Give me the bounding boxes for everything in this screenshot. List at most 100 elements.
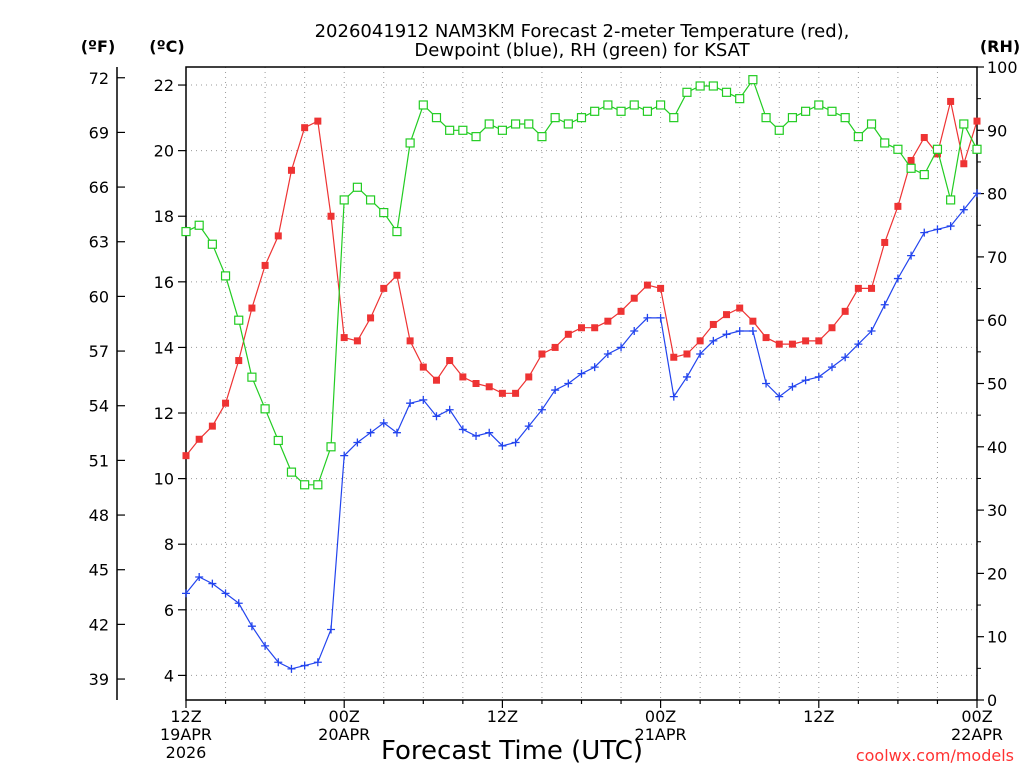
dewpoint-point xyxy=(221,589,230,598)
celsius-tick-label: 6 xyxy=(164,601,174,620)
dewpoint-point xyxy=(643,313,652,322)
plot-frame xyxy=(185,66,978,701)
rh-point xyxy=(827,106,837,116)
rh-point xyxy=(484,119,494,129)
rh-point xyxy=(260,404,270,414)
temperature-point xyxy=(643,281,651,289)
rh-tick-label: 90 xyxy=(987,121,1007,140)
dewpoint-point xyxy=(682,372,691,381)
rh-point xyxy=(774,125,784,135)
rh-point xyxy=(669,113,679,123)
dewpoint-point xyxy=(485,428,494,437)
x-axis-label: Forecast Time (UTC) xyxy=(381,736,643,766)
rh-point xyxy=(748,75,758,85)
dewpoint-point xyxy=(973,189,981,198)
x-tick-label: 21APR xyxy=(635,725,687,744)
temperature-point xyxy=(920,134,928,142)
credit-label: coolwx.com/models xyxy=(856,746,1014,765)
rh-point xyxy=(616,106,626,116)
rh-point xyxy=(445,125,455,135)
x-tick-label: 20APR xyxy=(318,725,370,744)
rh-point xyxy=(655,100,666,110)
temperature-point xyxy=(195,435,203,443)
rh-point xyxy=(431,113,442,123)
rh-point xyxy=(563,119,573,129)
fahrenheit-tick-label: 60 xyxy=(89,287,109,306)
dewpoint-point xyxy=(959,205,968,214)
rh-point xyxy=(603,100,613,110)
x-tick-label: 00Z xyxy=(645,707,676,726)
dewpoint-point xyxy=(524,422,533,431)
temperature-point xyxy=(274,232,282,240)
temperature-point xyxy=(525,373,533,381)
temperature-point xyxy=(907,156,915,164)
temperature-point xyxy=(327,212,335,220)
rh-tick-label: 10 xyxy=(987,628,1007,647)
dewpoint-point xyxy=(722,330,731,339)
dewpoint-point xyxy=(261,641,270,650)
dewpoint-point xyxy=(247,622,256,631)
rh-point xyxy=(866,119,877,129)
rh-point xyxy=(181,226,191,237)
temperature-point xyxy=(617,307,625,315)
dewpoint-point xyxy=(472,431,481,440)
rh-tick-label: 70 xyxy=(987,248,1007,267)
dewpoint-point xyxy=(920,228,929,237)
temperature-point xyxy=(261,261,269,269)
series-group xyxy=(182,189,981,673)
celsius-tick-label: 16 xyxy=(154,273,174,292)
rh-point xyxy=(273,435,283,446)
temperature-point xyxy=(630,294,638,302)
dewpoint-point xyxy=(748,327,757,336)
temperature-point xyxy=(736,304,744,312)
temperature-point xyxy=(248,304,256,312)
rh-point xyxy=(471,132,481,142)
temperature-point xyxy=(472,380,480,387)
rh-point xyxy=(787,113,798,123)
chart-title-line-2: Dewpoint (blue), RH (green) for KSAT xyxy=(414,40,750,61)
rh-point xyxy=(932,144,943,154)
rh-point xyxy=(339,195,349,205)
celsius-unit-label: (ºC) xyxy=(149,37,184,56)
rh-point xyxy=(972,144,982,154)
dewpoint-point xyxy=(313,658,322,667)
dewpoint-point xyxy=(630,327,639,336)
rh-tick-label: 0 xyxy=(987,691,997,710)
rh-tick-label: 20 xyxy=(987,564,1007,583)
rh-point xyxy=(234,315,244,325)
dewpoint-point xyxy=(867,327,876,336)
rh-point xyxy=(365,195,376,205)
dewpoint-point xyxy=(564,379,573,388)
dewpoint-point xyxy=(880,300,889,309)
fahrenheit-tick-label: 69 xyxy=(89,123,109,142)
x-tick-label: 12Z xyxy=(170,707,201,726)
rh-point xyxy=(801,106,811,116)
temperature-point xyxy=(432,376,440,384)
dewpoint-point xyxy=(801,376,810,385)
temperature-point xyxy=(604,317,612,325)
temperature-point xyxy=(815,337,823,345)
dewpoint-point xyxy=(300,661,309,670)
rh-tick-label: 40 xyxy=(987,438,1007,457)
temperature-point xyxy=(551,343,559,351)
dewpoint-point xyxy=(841,353,850,362)
dewpoint-point xyxy=(445,405,454,414)
fahrenheit-tick-label: 39 xyxy=(89,670,109,689)
temperature-point xyxy=(696,337,704,345)
x-tick-label: 12Z xyxy=(803,707,834,726)
temperature-point xyxy=(512,389,520,397)
rh-point xyxy=(510,119,521,129)
dewpoint-point xyxy=(406,399,415,408)
rh-tick-label: 60 xyxy=(987,311,1007,330)
dewpoint-point xyxy=(669,392,678,401)
temperature-point xyxy=(485,383,493,391)
rh-point xyxy=(946,195,956,205)
fahrenheit-tick-label: 45 xyxy=(89,561,109,580)
fahrenheit-tick-label: 66 xyxy=(89,178,109,197)
rh-point xyxy=(286,467,297,477)
dewpoint-point xyxy=(458,425,467,434)
dewpoint-point xyxy=(854,340,863,349)
rh-point xyxy=(721,87,732,97)
dewpoint-point xyxy=(537,405,546,414)
dewpoint-point xyxy=(696,349,705,358)
